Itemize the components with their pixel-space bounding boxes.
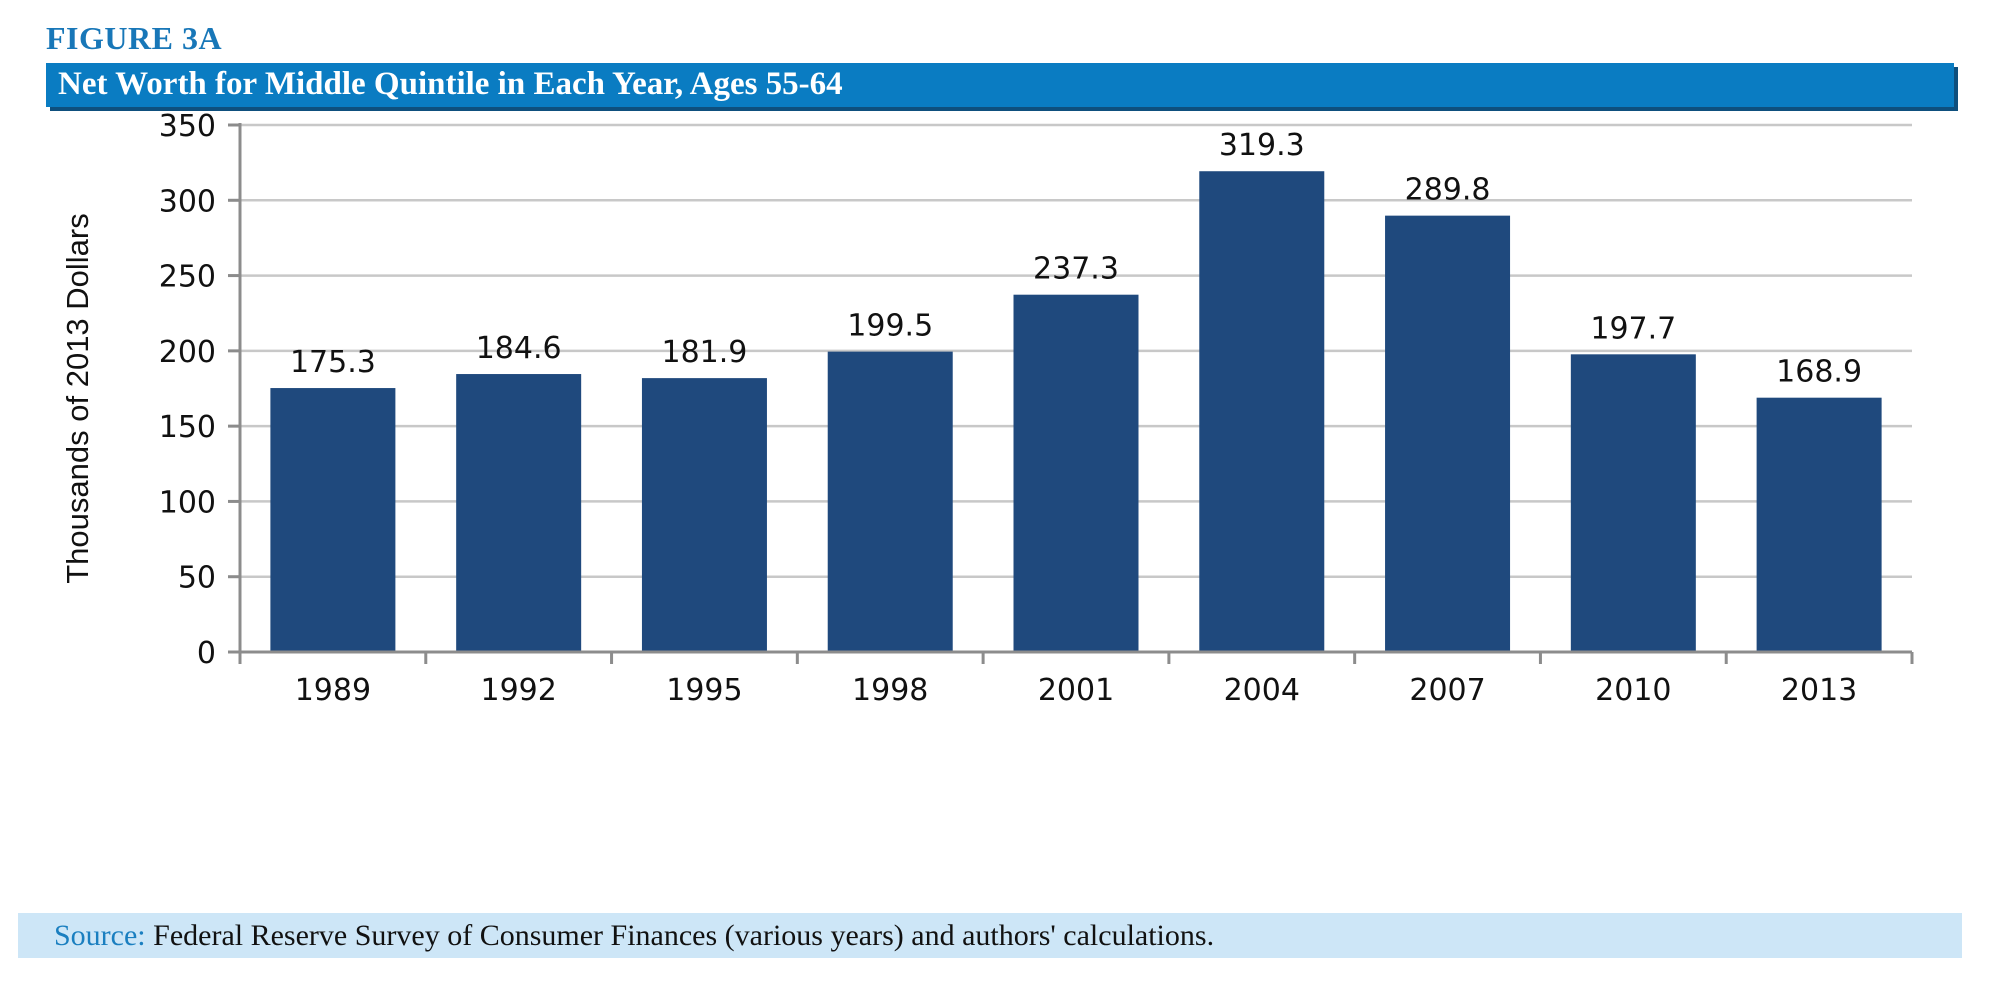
source-label: Source: [54, 919, 146, 952]
data-label: 181.9 [661, 335, 747, 370]
source-note: Source: Federal Reserve Survey of Consum… [54, 919, 1214, 953]
data-label: 197.7 [1590, 311, 1676, 346]
chart-title: Net Worth for Middle Quintile in Each Ye… [58, 66, 843, 102]
y-tick-label: 50 [178, 561, 216, 596]
x-tick-label: 2001 [1038, 673, 1114, 708]
x-tick-label: 2007 [1409, 673, 1485, 708]
x-tick-label: 1995 [666, 673, 742, 708]
x-tick-label: 2013 [1781, 673, 1857, 708]
data-label: 184.6 [476, 331, 562, 366]
x-tick-label: 2004 [1224, 673, 1300, 708]
data-label: 289.8 [1405, 173, 1491, 208]
bar-2004 [1199, 171, 1325, 652]
bars [270, 171, 1882, 653]
y-tick-label: 250 [159, 260, 216, 295]
bar-2001 [1013, 294, 1139, 652]
data-label: 237.3 [1033, 252, 1119, 287]
figure-label: FIGURE 3A [46, 20, 223, 56]
y-tick-label: 300 [159, 184, 216, 219]
y-axis-title: Thousands of 2013 Dollars [60, 213, 95, 584]
y-tick-label: 150 [159, 410, 216, 445]
bar-2013 [1756, 397, 1882, 652]
labels: 0 50 100 150 200 250 300 350 175.3 1989 184.6 1992 1… [60, 109, 1862, 708]
axes [228, 123, 1914, 664]
y-tick-label: 100 [159, 485, 216, 520]
bar-1992 [456, 374, 582, 652]
bar-2010 [1570, 354, 1696, 652]
y-tick-label: 0 [197, 636, 216, 671]
data-label: 175.3 [290, 345, 376, 380]
title-bar: Net Worth for Middle Quintile in Each Ye… [46, 63, 1954, 107]
bar-1989 [270, 388, 396, 652]
x-tick-label: 1998 [852, 673, 928, 708]
y-tick-label: 200 [159, 335, 216, 370]
bar-1998 [827, 351, 953, 652]
data-label: 199.5 [847, 309, 933, 344]
bar-2007 [1385, 215, 1511, 653]
y-tick-label: 350 [159, 109, 216, 144]
x-tick-label: 1989 [295, 673, 371, 708]
bar-1995 [641, 378, 767, 652]
data-label: 319.3 [1219, 128, 1305, 163]
source-body: Federal Reserve Survey of Consumer Finan… [145, 919, 1215, 952]
x-tick-label: 2010 [1595, 673, 1671, 708]
x-tick-label: 1992 [480, 673, 556, 708]
data-label: 168.9 [1776, 355, 1862, 390]
source-box: Source: Federal Reserve Survey of Consum… [18, 913, 1962, 958]
